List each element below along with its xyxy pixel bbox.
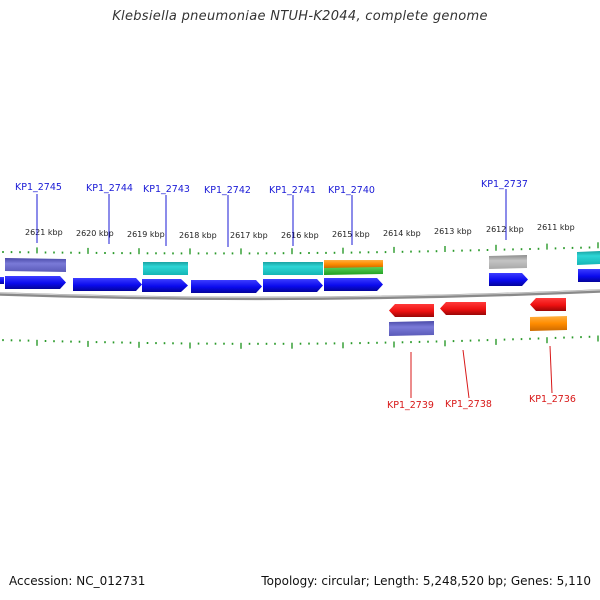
scale-label: 2618 kbp	[179, 231, 217, 240]
forward-cds-row	[0, 269, 600, 293]
outer-tick-ring	[2, 242, 599, 255]
cds-arrow[interactable]	[5, 276, 66, 289]
cds-arrow[interactable]	[530, 298, 566, 311]
feature-bar[interactable]	[324, 267, 383, 275]
gene-label-kp1-2740[interactable]: KP1_2740	[328, 185, 375, 196]
cds-arrow[interactable]	[489, 273, 528, 286]
scale-label: 2615 kbp	[332, 230, 370, 239]
inner-tick-ring	[2, 335, 599, 349]
scale-label: 2617 kbp	[230, 231, 268, 240]
cds-arrow[interactable]	[0, 277, 4, 284]
leader-line	[462, 349, 470, 399]
cds-arrow[interactable]	[389, 304, 434, 317]
feature-bar[interactable]	[5, 258, 66, 272]
reverse-labels: KP1_2739 KP1_2738 KP1_2736	[387, 394, 576, 411]
scale-label: 2621 kbp	[25, 228, 63, 237]
cds-arrow[interactable]	[142, 279, 188, 292]
accession-text: Accession: NC_012731	[9, 574, 146, 588]
feature-bar[interactable]	[143, 262, 188, 275]
scale-label: 2616 kbp	[281, 231, 319, 240]
scale-label: 2613 kbp	[434, 227, 472, 236]
cds-arrow[interactable]	[263, 279, 323, 292]
genome-title: Klebsiella pneumoniae NTUH-K2044, comple…	[112, 9, 488, 24]
feature-bar[interactable]	[263, 262, 323, 275]
scale-labels: 2621 kbp 2620 kbp 2619 kbp 2618 kbp 2617…	[25, 223, 575, 240]
gene-label-kp1-2736[interactable]: KP1_2736	[529, 394, 576, 405]
feature-bar[interactable]	[324, 260, 383, 268]
feature-bar[interactable]	[489, 255, 527, 269]
scale-label: 2614 kbp	[383, 229, 421, 238]
gene-label-kp1-2742[interactable]: KP1_2742	[204, 185, 251, 196]
feature-bar[interactable]	[577, 251, 600, 265]
forward-feature-row	[5, 251, 600, 275]
scale-label: 2620 kbp	[76, 229, 114, 238]
reverse-cds-row	[389, 298, 566, 317]
feature-bar[interactable]	[389, 321, 434, 336]
gene-label-kp1-2738[interactable]: KP1_2738	[445, 399, 492, 410]
scale-label: 2619 kbp	[127, 230, 165, 239]
gene-label-kp1-2745[interactable]: KP1_2745	[15, 182, 62, 193]
gene-label-kp1-2744[interactable]: KP1_2744	[86, 183, 133, 194]
cds-arrow[interactable]	[324, 278, 383, 291]
reverse-leaders	[410, 345, 553, 399]
cds-arrow[interactable]	[440, 302, 486, 315]
forward-leaders	[36, 189, 507, 247]
gene-label-kp1-2737[interactable]: KP1_2737	[481, 179, 528, 190]
leader-line	[549, 345, 553, 394]
backbone-highlight	[0, 289, 600, 298]
reverse-feature-row	[389, 316, 567, 336]
gene-label-kp1-2741[interactable]: KP1_2741	[269, 185, 316, 196]
genome-backbone	[0, 289, 600, 301]
feature-bar[interactable]	[530, 316, 567, 331]
forward-labels: KP1_2745 KP1_2744 KP1_2743 KP1_2742 KP1_…	[15, 179, 528, 196]
gene-label-kp1-2743[interactable]: KP1_2743	[143, 184, 190, 195]
cds-arrow[interactable]	[191, 280, 262, 293]
genome-summary-text: Topology: circular; Length: 5,248,520 bp…	[261, 574, 591, 588]
scale-label: 2612 kbp	[486, 225, 524, 234]
cds-arrow[interactable]	[578, 269, 600, 282]
gene-label-kp1-2739[interactable]: KP1_2739	[387, 400, 434, 411]
cds-arrow[interactable]	[73, 278, 142, 291]
scale-label: 2611 kbp	[537, 223, 575, 232]
